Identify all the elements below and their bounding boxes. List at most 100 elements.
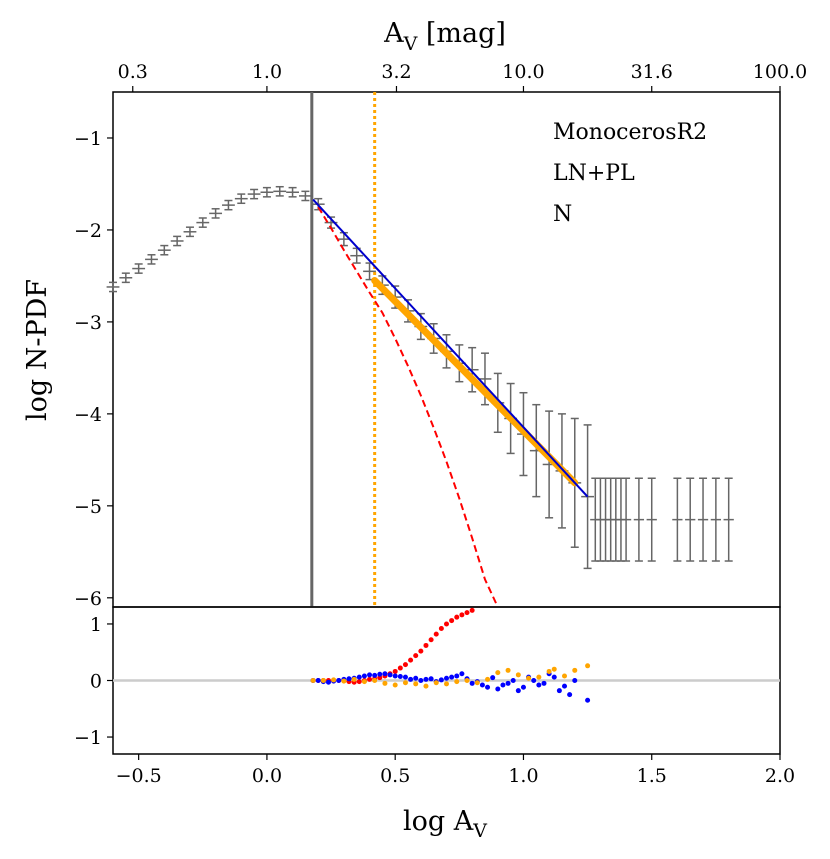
residual-point [392, 673, 398, 679]
residual-point [551, 674, 557, 680]
errorbar-point [273, 185, 287, 197]
residual-point [485, 684, 491, 690]
residual-point [526, 675, 532, 681]
annotation-model: LN+PL [553, 161, 635, 186]
power-law-range-segment [371, 277, 579, 487]
residual-point [423, 642, 429, 648]
main-y-ticks: −1 −2 −3 −4 −5 −6 [74, 128, 113, 610]
top-x-tick-label: 100.0 [753, 61, 807, 83]
top-axis-title-main: A [383, 18, 404, 49]
top-x-tick-label: 1.0 [252, 61, 282, 83]
residual-point [585, 697, 591, 703]
residual-point [433, 631, 439, 637]
residual-point [341, 678, 347, 684]
residual-point [449, 618, 455, 624]
top-axis-title-sub: V [403, 33, 418, 55]
errorbar-point [183, 226, 197, 238]
residual-y-ticks: 1 0 −1 [74, 614, 113, 749]
residual-point [546, 668, 552, 674]
main-y-tick-label: −3 [74, 312, 102, 334]
errorbar-point [581, 424, 595, 570]
residual-point [402, 674, 408, 680]
bottom-x-tick-label: 1.5 [637, 765, 667, 787]
residual-point [495, 686, 501, 692]
errorbar-point [350, 247, 364, 264]
residual-point [536, 682, 542, 688]
main-y-tick-label: −2 [74, 220, 102, 242]
residual-point [536, 674, 542, 680]
residual-point [418, 648, 424, 654]
bottom-x-tick-label: 0.5 [380, 765, 410, 787]
residual-point [413, 681, 419, 687]
residual-point [567, 692, 573, 698]
errorbar-point [132, 263, 146, 274]
errorbar-point [106, 281, 120, 293]
errorbar-point [646, 477, 657, 562]
residual-point [423, 683, 429, 689]
errorbar-point [145, 254, 158, 265]
errorbar-point [247, 188, 261, 200]
residual-point [361, 673, 367, 679]
errorbar-point [723, 477, 734, 562]
errorbar-point [196, 217, 210, 228]
residual-point [454, 679, 460, 685]
errorbar-point [234, 193, 248, 205]
residual-point [377, 671, 383, 677]
bottom-x-tick-label: 2.0 [765, 765, 795, 787]
residual-series [310, 607, 475, 685]
residual-point [469, 607, 475, 613]
residual-point [315, 678, 321, 683]
residual-point [367, 672, 373, 678]
errorbar-point [685, 477, 696, 562]
residual-point [428, 637, 434, 643]
residual-series [310, 663, 591, 689]
residual-point [444, 681, 449, 687]
errorbar-point [620, 477, 632, 562]
errorbar-point [170, 235, 184, 247]
errorbar-point [710, 477, 721, 562]
residual-point [449, 674, 455, 680]
residual-point [397, 665, 403, 671]
residual-point [351, 676, 357, 682]
residual-point [392, 682, 398, 688]
errorbar-point [119, 272, 133, 284]
residual-point [444, 621, 449, 627]
residual-point [459, 612, 465, 618]
main-y-tick-label: −5 [74, 496, 102, 518]
main-y-tick-label: −4 [74, 404, 102, 426]
residual-point [562, 673, 568, 679]
errorbar-point [298, 190, 312, 202]
residual-point [438, 677, 444, 683]
residual-point [485, 676, 491, 682]
top-x-ticks: 0.3 1.0 3.2 10.0 31.6 100.0 [118, 61, 807, 92]
errorbar-point [542, 410, 556, 519]
residual-point [402, 662, 408, 668]
errorbar-point [260, 186, 274, 198]
residual-point [387, 672, 393, 678]
residual-point [402, 680, 408, 686]
residual-point [438, 625, 444, 631]
top-x-tick-label: 31.6 [631, 61, 673, 83]
main-panel: −1 −2 −3 −4 −5 −6 0.3 1.0 3.2 10.0 31.6 100.0 Mono… [74, 61, 807, 610]
top-x-tick-label: 0.3 [118, 61, 148, 83]
errorbar-point [633, 477, 645, 562]
annotation-type: N [553, 202, 572, 227]
residual-point [361, 679, 367, 685]
residual-point [454, 614, 460, 620]
residual-point [413, 653, 419, 659]
residual-point [382, 680, 388, 686]
residual-point [433, 680, 439, 686]
residual-point [392, 668, 398, 674]
residual-point [515, 672, 521, 678]
residual-point [505, 667, 511, 673]
residual-point [541, 680, 547, 686]
residual-point [428, 676, 434, 682]
residual-point [454, 673, 460, 679]
residual-point [413, 675, 419, 681]
residual-point [356, 679, 362, 685]
residual-point [423, 676, 429, 682]
residual-y-tick-label: 1 [90, 614, 102, 636]
errorbar-point [209, 208, 223, 219]
residual-point [367, 676, 373, 682]
